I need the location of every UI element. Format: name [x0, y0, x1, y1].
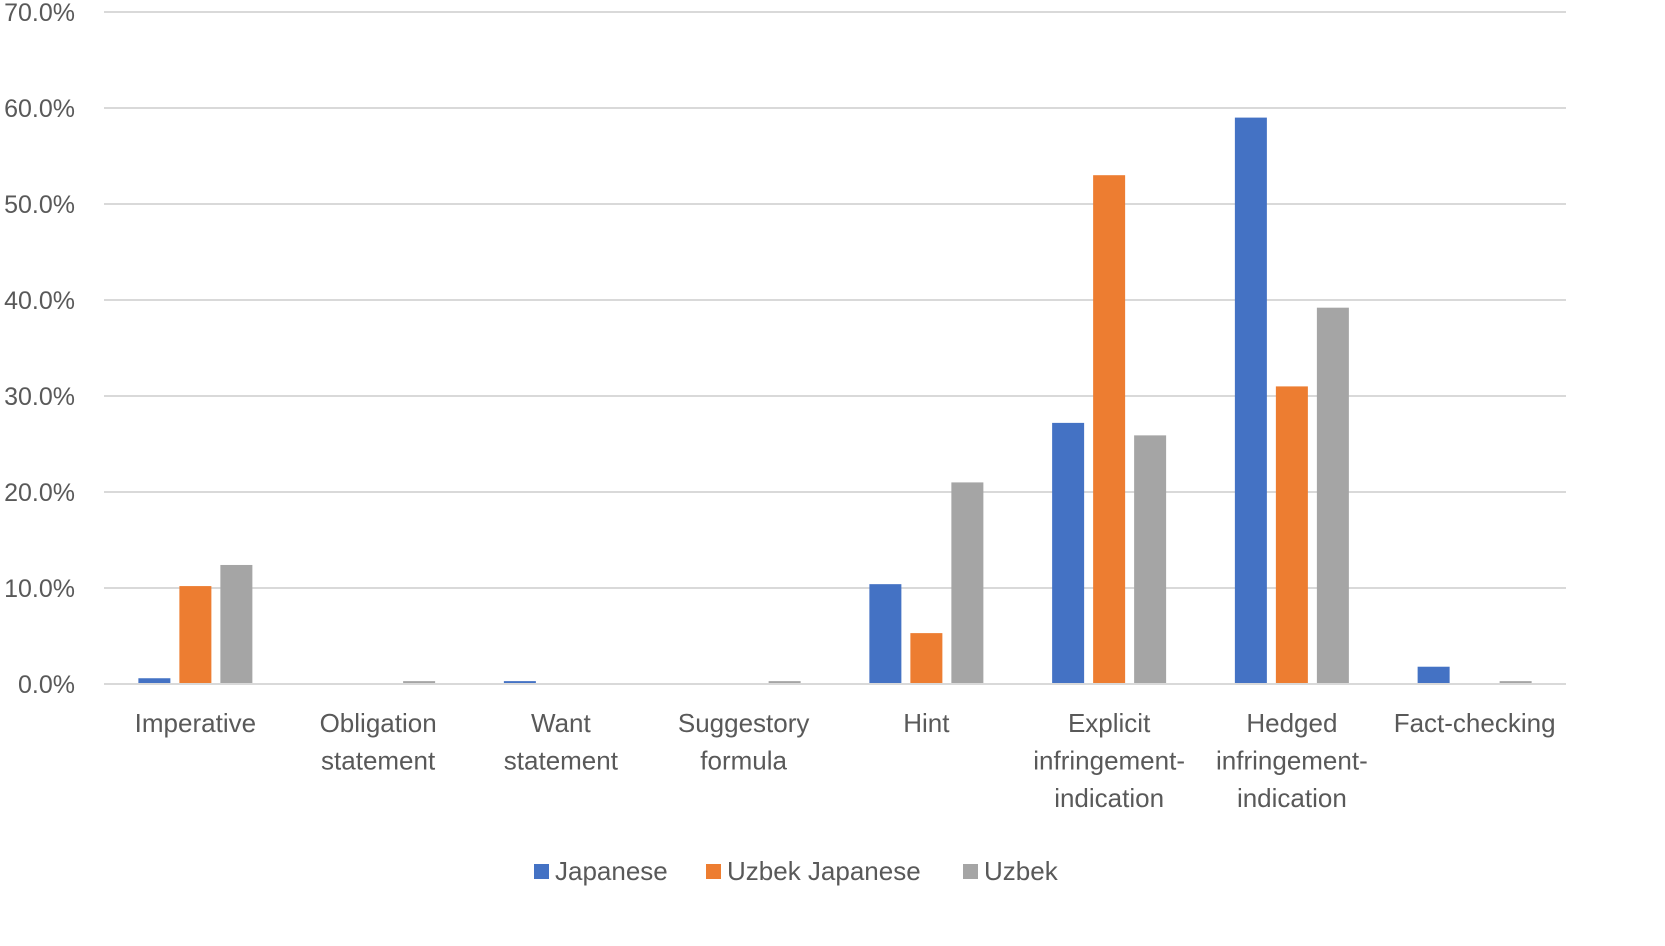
category-label-line: Obligation	[320, 708, 437, 738]
bar-uzbek-4	[951, 482, 984, 684]
legend-swatch	[706, 864, 721, 879]
category-label-line: Imperative	[135, 708, 256, 738]
category-label-line: statement	[321, 746, 436, 776]
bar-uzbek-japanese-4	[910, 633, 943, 684]
legend-item-uzbek-japanese[interactable]: Uzbek Japanese	[706, 856, 921, 886]
bar-uzbek-japanese-5	[1093, 175, 1126, 684]
y-tick-label: 50.0%	[4, 191, 75, 219]
category-label: Fact-checking	[1394, 708, 1556, 738]
category-label-line: indication	[1054, 783, 1164, 813]
legend-label: Uzbek Japanese	[727, 856, 921, 886]
bar-japanese-6	[1234, 117, 1267, 685]
category-label: Want statement	[504, 708, 619, 776]
legend[interactable]: Japanese Uzbek Japanese Uzbek	[534, 856, 1059, 886]
bar-japanese-2	[503, 681, 536, 684]
category-label: Imperative	[135, 708, 256, 738]
category-label: Hint	[903, 708, 950, 738]
y-tick-label: 70.0%	[4, 0, 75, 27]
category-label-line: Want	[531, 708, 591, 738]
bar-japanese-5	[1052, 422, 1085, 684]
category-label-line: Hint	[903, 708, 950, 738]
category-label-line: Explicit	[1068, 708, 1151, 738]
bar-uzbek-0	[220, 564, 253, 684]
category-label-line: Fact-checking	[1394, 708, 1556, 738]
y-tick-label: 10.0%	[4, 575, 75, 603]
bar-uzbek-japanese-6	[1275, 386, 1308, 684]
legend-swatch	[534, 864, 549, 879]
category-label: Explicit infringement-indication	[1033, 708, 1185, 813]
bar-uzbek-3	[768, 681, 801, 684]
category-label: Hedged infringement-indication	[1216, 708, 1368, 813]
y-tick-label: 30.0%	[4, 383, 75, 411]
category-label-line: statement	[504, 746, 619, 776]
bar-japanese-0	[138, 678, 171, 684]
category-label-line: infringement-	[1216, 746, 1368, 776]
bar-japanese-7	[1417, 666, 1450, 684]
legend-label: Japanese	[555, 856, 668, 886]
category-label-line: formula	[700, 746, 787, 776]
legend-swatch	[963, 864, 978, 879]
y-tick-label: 20.0%	[4, 479, 75, 507]
legend-label: Uzbek	[984, 856, 1059, 886]
bar-uzbek-7	[1499, 681, 1532, 684]
bars	[138, 117, 1532, 685]
y-axis-ticks: 0.0% 10.0% 20.0% 30.0% 40.0% 50.0% 60.0% 70.0%	[4, 0, 75, 699]
y-tick-label: 0.0%	[18, 671, 75, 699]
category-label-line: indication	[1237, 783, 1347, 813]
category-label: Obligation statement	[320, 708, 437, 776]
category-labels: Imperative Obligation statement Want stateme…	[135, 708, 1556, 813]
y-tick-label: 60.0%	[4, 95, 75, 123]
y-tick-label: 40.0%	[4, 287, 75, 315]
category-label: Suggestory formula	[678, 708, 810, 776]
category-label-line: infringement-	[1033, 746, 1185, 776]
gridlines	[104, 11, 1566, 589]
bar-japanese-4	[869, 584, 902, 684]
category-label-line: Suggestory	[678, 708, 810, 738]
bar-uzbek-6	[1316, 307, 1349, 684]
legend-item-japanese[interactable]: Japanese	[534, 856, 668, 886]
bar-uzbek-1	[403, 681, 436, 684]
legend-item-uzbek[interactable]: Uzbek	[963, 856, 1059, 886]
category-label-line: Hedged	[1246, 708, 1337, 738]
bar-uzbek-japanese-0	[179, 586, 212, 684]
bar-uzbek-5	[1134, 435, 1167, 684]
